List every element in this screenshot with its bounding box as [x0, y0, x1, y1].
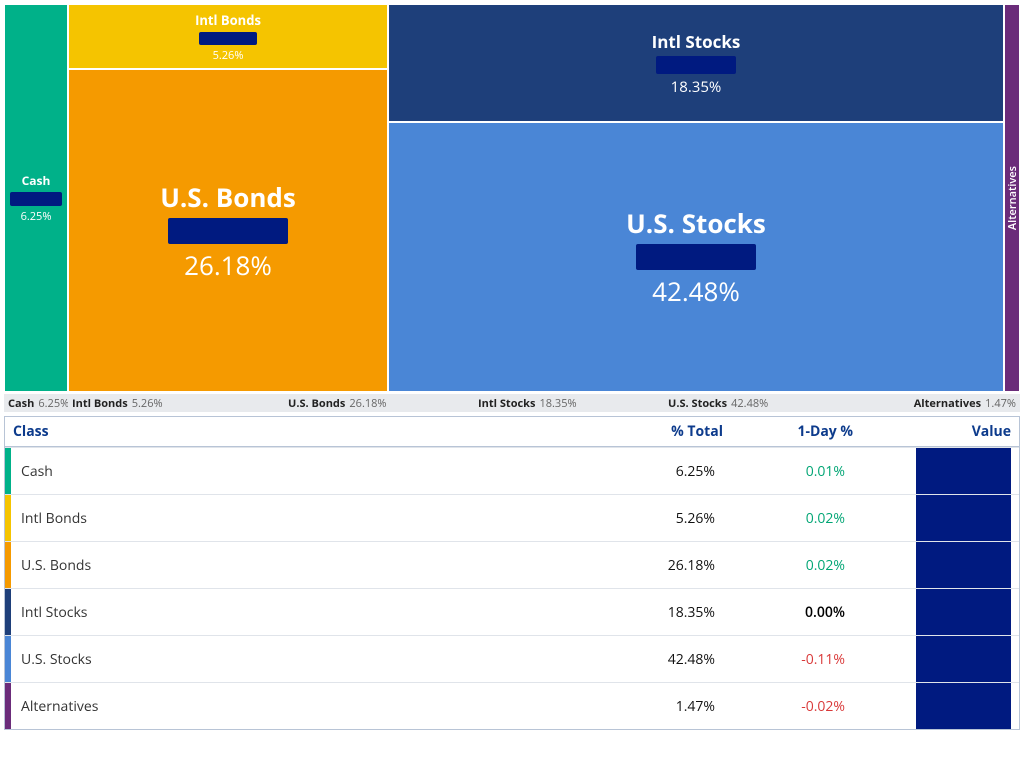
legend-pct: 26.18% [349, 396, 386, 411]
redacted-value [10, 192, 62, 206]
cell-day: -0.11% [715, 650, 845, 669]
table-row[interactable]: Intl Bonds5.26%0.02% [5, 494, 1019, 541]
header-total[interactable]: % Total [613, 422, 723, 441]
legend-name: U.S. Bonds [288, 396, 345, 411]
legend-pct: 18.35% [539, 396, 576, 411]
cell-label: Intl Stocks [652, 30, 741, 53]
cell-label: U.S. Stocks [626, 205, 766, 241]
cell-class: Alternatives [21, 697, 605, 716]
cell-label: Intl Bonds [195, 11, 261, 29]
cell-class: Intl Stocks [21, 603, 605, 622]
legend-bar: Cash 6.25% Intl Bonds 5.26% U.S. Bonds 26.18%… [4, 394, 1020, 412]
legend-item[interactable]: Alternatives 1.47% [884, 394, 1020, 412]
legend-pct: 42.48% [731, 396, 768, 411]
row-stripe [5, 683, 11, 729]
treemap-cell-intl_bonds[interactable]: Intl Bonds 5.26% [68, 4, 388, 69]
allocation-table: Class % Total 1-Day % Value Cash6.25%0.0… [4, 416, 1020, 730]
cell-day: 0.01% [715, 462, 845, 481]
header-class[interactable]: Class [13, 422, 613, 441]
cell-label: U.S. Bonds [160, 179, 296, 215]
table-row[interactable]: Cash6.25%0.01% [5, 447, 1019, 494]
legend-name: Cash [8, 396, 34, 411]
cell-class: Cash [21, 462, 605, 481]
cell-value-redacted [916, 589, 1011, 635]
legend-item[interactable]: U.S. Bonds 26.18% [284, 394, 474, 412]
cell-day: 0.02% [715, 509, 845, 528]
cell-day: -0.02% [715, 697, 845, 716]
cell-value-redacted [916, 542, 1011, 588]
legend-item[interactable]: Intl Stocks 18.35% [474, 394, 664, 412]
redacted-value [199, 32, 257, 45]
redacted-value [656, 56, 736, 74]
cell-value-redacted [916, 448, 1011, 494]
cell-percent: 6.25% [21, 209, 52, 224]
cell-day: 0.00% [715, 603, 845, 622]
redacted-value [168, 218, 288, 244]
legend-pct: 5.26% [132, 396, 163, 411]
treemap-cell-cash[interactable]: Cash 6.25% [4, 4, 68, 392]
table-header: Class % Total 1-Day % Value [5, 417, 1019, 447]
cell-value-redacted [916, 683, 1011, 729]
cell-total: 1.47% [605, 697, 715, 716]
row-stripe [5, 589, 11, 635]
row-stripe [5, 495, 11, 541]
row-stripe [5, 636, 11, 682]
header-day[interactable]: 1-Day % [723, 422, 853, 441]
legend-name: Alternatives [914, 396, 981, 411]
legend-item[interactable]: Intl Bonds 5.26% [68, 394, 284, 412]
cell-total: 18.35% [605, 603, 715, 622]
legend-item[interactable]: Cash 6.25% [4, 394, 68, 412]
legend-name: Intl Stocks [478, 396, 535, 411]
cell-class: U.S. Bonds [21, 556, 605, 575]
treemap-cell-intl_stocks[interactable]: Intl Stocks 18.35% [388, 4, 1004, 122]
cell-class: U.S. Stocks [21, 650, 605, 669]
treemap-cell-us_stocks[interactable]: U.S. Stocks 42.48% [388, 122, 1004, 392]
table-row[interactable]: Alternatives1.47%-0.02% [5, 682, 1019, 729]
legend-name: U.S. Stocks [668, 396, 727, 411]
row-stripe [5, 448, 11, 494]
redacted-value [636, 244, 756, 270]
table-row[interactable]: U.S. Bonds26.18%0.02% [5, 541, 1019, 588]
cell-total: 6.25% [605, 462, 715, 481]
cell-label: Alternatives [1005, 166, 1020, 230]
dashboard: Cash6.25%Intl Bonds5.26%U.S. Bonds26.18%… [4, 4, 1020, 730]
cell-percent: 18.35% [671, 77, 722, 97]
cell-percent: 26.18% [184, 247, 272, 283]
legend-item[interactable]: U.S. Stocks 42.48% [664, 394, 884, 412]
cell-label: Cash [22, 172, 51, 189]
table-row[interactable]: Intl Stocks18.35%0.00% [5, 588, 1019, 635]
cell-total: 42.48% [605, 650, 715, 669]
cell-percent: 5.26% [213, 48, 244, 63]
header-value[interactable]: Value [853, 422, 1011, 441]
legend-name: Intl Bonds [72, 396, 128, 411]
cell-class: Intl Bonds [21, 509, 605, 528]
legend-pct: 6.25% [38, 396, 68, 411]
table-row[interactable]: U.S. Stocks42.48%-0.11% [5, 635, 1019, 682]
cell-day: 0.02% [715, 556, 845, 575]
row-stripe [5, 542, 11, 588]
cell-value-redacted [916, 636, 1011, 682]
allocation-treemap: Cash 6.25% Intl Bonds 5.26% U.S. Bonds 26.18%… [4, 4, 1020, 392]
treemap-cell-alternatives[interactable]: Alternatives [1004, 4, 1020, 392]
cell-total: 5.26% [605, 509, 715, 528]
cell-total: 26.18% [605, 556, 715, 575]
cell-value-redacted [916, 495, 1011, 541]
cell-percent: 42.48% [652, 273, 740, 309]
treemap-cell-us_bonds[interactable]: U.S. Bonds 26.18% [68, 69, 388, 392]
legend-pct: 1.47% [985, 396, 1016, 411]
